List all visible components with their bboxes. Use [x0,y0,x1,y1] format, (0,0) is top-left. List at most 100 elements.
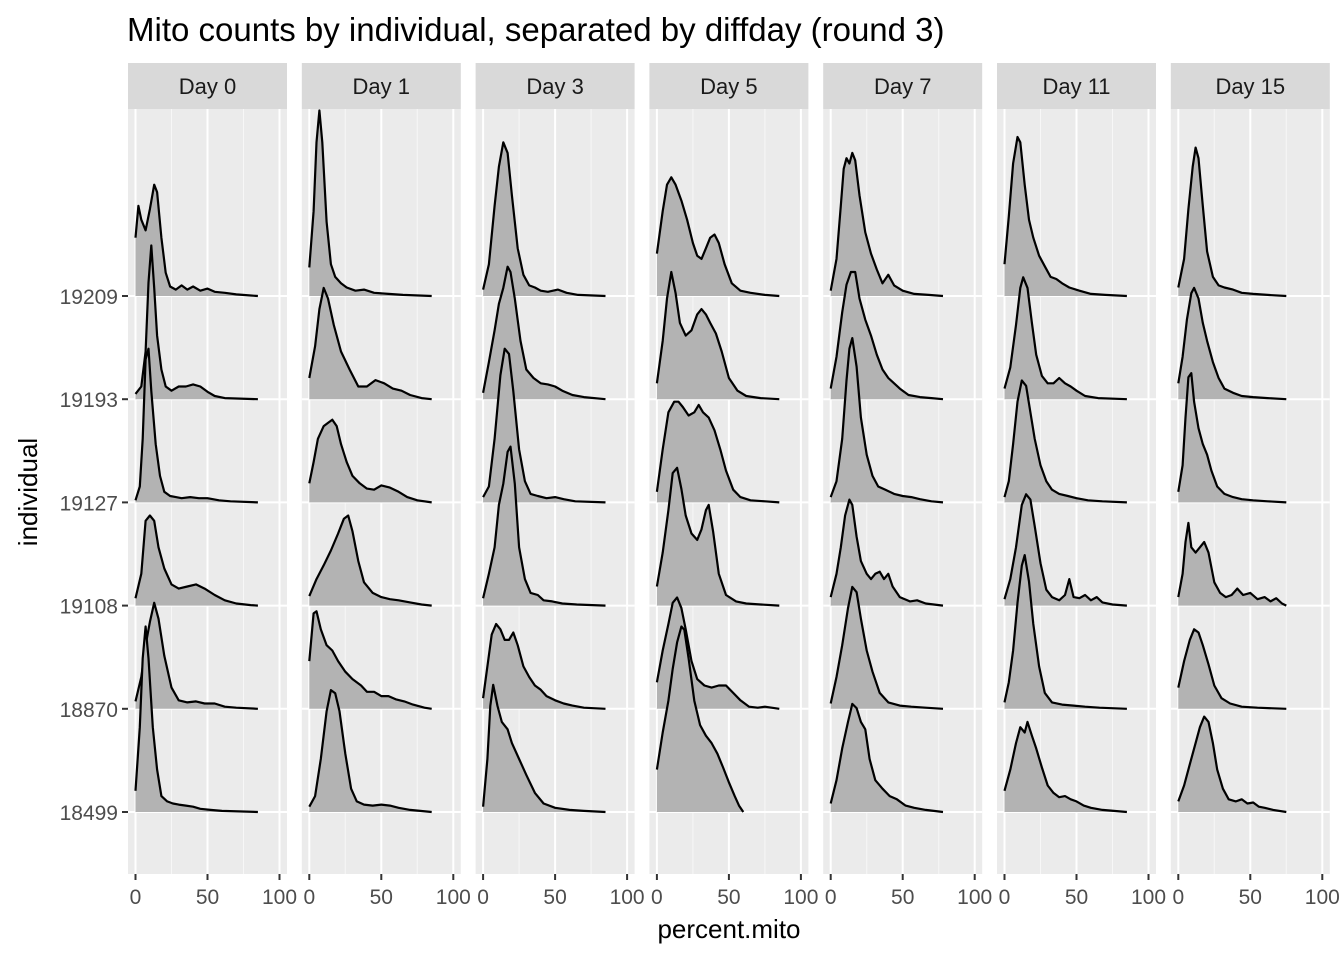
ridge-line [1003,276,1127,401]
ridge-line [134,183,258,298]
facet-strip-label: Day 5 [700,74,757,99]
facet-strip-label: Day 11 [1042,74,1110,99]
ridge-line [134,601,258,710]
density-ridge [655,270,780,401]
y-tick-label: 18870 [60,699,118,722]
x-tick-label: 50 [717,886,740,909]
ridge-line [655,466,780,607]
density-ridge [829,585,944,710]
x-tick-label: 0 [1172,886,1184,909]
ridge-line [1003,135,1127,298]
ridge-line [1003,554,1127,710]
ridge-fill [656,401,780,503]
ridge-line [829,151,944,298]
ridge-fill [830,272,943,400]
ridge-line [482,445,606,607]
facet-strip [823,63,983,109]
ridge-line [829,585,944,710]
ridge-fill [135,348,258,503]
density-ridge [829,270,944,401]
x-tick-label: 0 [477,886,489,909]
density-ridge [308,418,432,504]
density-ridge [1003,276,1127,401]
facet-strip-label: Day 0 [179,74,236,99]
facet-strip-label: Day 15 [1215,74,1285,99]
ridge-line [1177,286,1287,401]
density-ridge [655,400,780,504]
density-ridge [655,466,780,607]
x-tick-label: 50 [1065,886,1088,909]
x-tick-label: 100 [1131,886,1166,909]
y-tick-label: 19209 [60,286,118,309]
ridge-fill [656,272,780,400]
ridge-fill [483,348,606,503]
density-ridge [482,141,606,298]
ridge-fill [830,703,943,812]
ridge-line [134,625,258,814]
x-tick-label: 0 [825,886,837,909]
ridge-line [308,514,432,607]
density-ridge [134,625,258,814]
density-ridge [1003,720,1127,814]
density-ridge [1003,554,1127,710]
density-ridge [308,286,432,401]
x-tick-label: 50 [196,886,219,909]
density-ridge [655,625,745,813]
y-tick-label: 19193 [60,389,118,412]
ridge-fill [309,611,432,709]
ridge-line [829,270,944,401]
ridge-fill [830,338,943,503]
facet-strip [649,63,809,109]
facet-strip [1170,63,1330,109]
ridge-fill [1004,277,1127,400]
facet-panel: Day 1 0 50 100 [301,63,471,909]
density-ridge [482,347,606,504]
ridge-fill [309,110,432,296]
ridge-fill [1178,373,1287,503]
density-ridge [308,610,432,710]
facet-panel: Day 7 0 50 100 [823,63,992,909]
ridge-fill [135,626,258,812]
ridge-fill [656,467,780,606]
ridge-line [829,498,944,607]
chart-title: Mito counts by individual, separated by … [127,11,945,48]
ridge-line [308,286,432,401]
x-tick-label: 0 [303,886,315,909]
density-ridge [1003,493,1127,607]
ridge-line [134,244,258,401]
ridge-line [1177,628,1287,710]
x-tick-label: 0 [130,886,142,909]
ridge-line [1177,521,1287,607]
x-tick-label: 50 [370,886,393,909]
ridge-fill [830,586,943,709]
density-ridge [308,514,432,607]
ridge-line [655,270,780,401]
ridge-line [829,337,944,504]
y-axis-title: individual [13,438,43,546]
density-ridge [1177,286,1287,401]
facet-strip [475,63,635,109]
facet-panel: Day 5 0 50 100 [649,63,818,909]
ridge-fill [1178,522,1287,606]
panels-layer: Day 0 0 50 100 Day 1 0 50 100 Day 3 0 50 100 Day 5 0 5… [128,63,1340,909]
density-ridge [655,176,780,298]
facet-strip-label: Day 3 [526,74,583,99]
ridge-fill [483,266,606,400]
ridge-fill [830,152,943,296]
density-ridge [482,265,606,401]
facet-panel: Day 11 0 50 100 [997,63,1166,909]
ridge-line [308,418,432,504]
density-ridge [134,514,258,607]
density-ridge [829,702,944,814]
facet-panel: Day 15 0 50 100 [1170,63,1340,909]
ridge-line [482,265,606,401]
x-tick-label: 50 [543,886,566,909]
density-ridge [482,445,606,607]
density-ridge [482,683,606,814]
ridge-line [1003,720,1127,814]
ridge-line [308,610,432,710]
ridge-fill [1178,629,1287,709]
ridge-line [1177,146,1287,298]
